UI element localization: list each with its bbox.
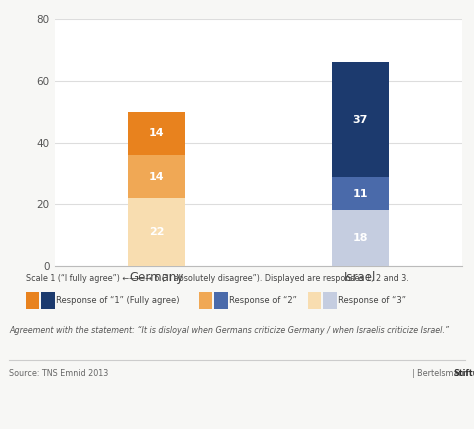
Bar xyxy=(332,211,389,266)
Text: Source: TNS Emnid 2013: Source: TNS Emnid 2013 xyxy=(9,369,109,378)
Text: | Bertelsmann: | Bertelsmann xyxy=(412,369,469,378)
Text: 37: 37 xyxy=(353,115,368,124)
Text: 11: 11 xyxy=(353,188,368,199)
Text: Scale 1 (“I fully agree”) ←——→ 6 (“I absolutely disagree”). Displayed are respon: Scale 1 (“I fully agree”) ←——→ 6 (“I abs… xyxy=(26,274,409,283)
Text: 22: 22 xyxy=(149,227,164,237)
Text: Stiftung: Stiftung xyxy=(453,369,474,378)
Bar xyxy=(128,155,185,198)
Text: 14: 14 xyxy=(149,128,164,139)
Text: Response of “2”: Response of “2” xyxy=(229,296,297,305)
Bar xyxy=(128,112,185,155)
Bar xyxy=(128,198,185,266)
Text: Response of “1” (Fully agree): Response of “1” (Fully agree) xyxy=(56,296,180,305)
Text: Agreement with the statement: “It is disloyal when Germans criticize Germany / w: Agreement with the statement: “It is dis… xyxy=(9,326,449,335)
Text: 14: 14 xyxy=(149,172,164,181)
Text: 18: 18 xyxy=(353,233,368,243)
Bar xyxy=(332,177,389,211)
Bar xyxy=(332,63,389,177)
Text: Response of “3”: Response of “3” xyxy=(338,296,406,305)
